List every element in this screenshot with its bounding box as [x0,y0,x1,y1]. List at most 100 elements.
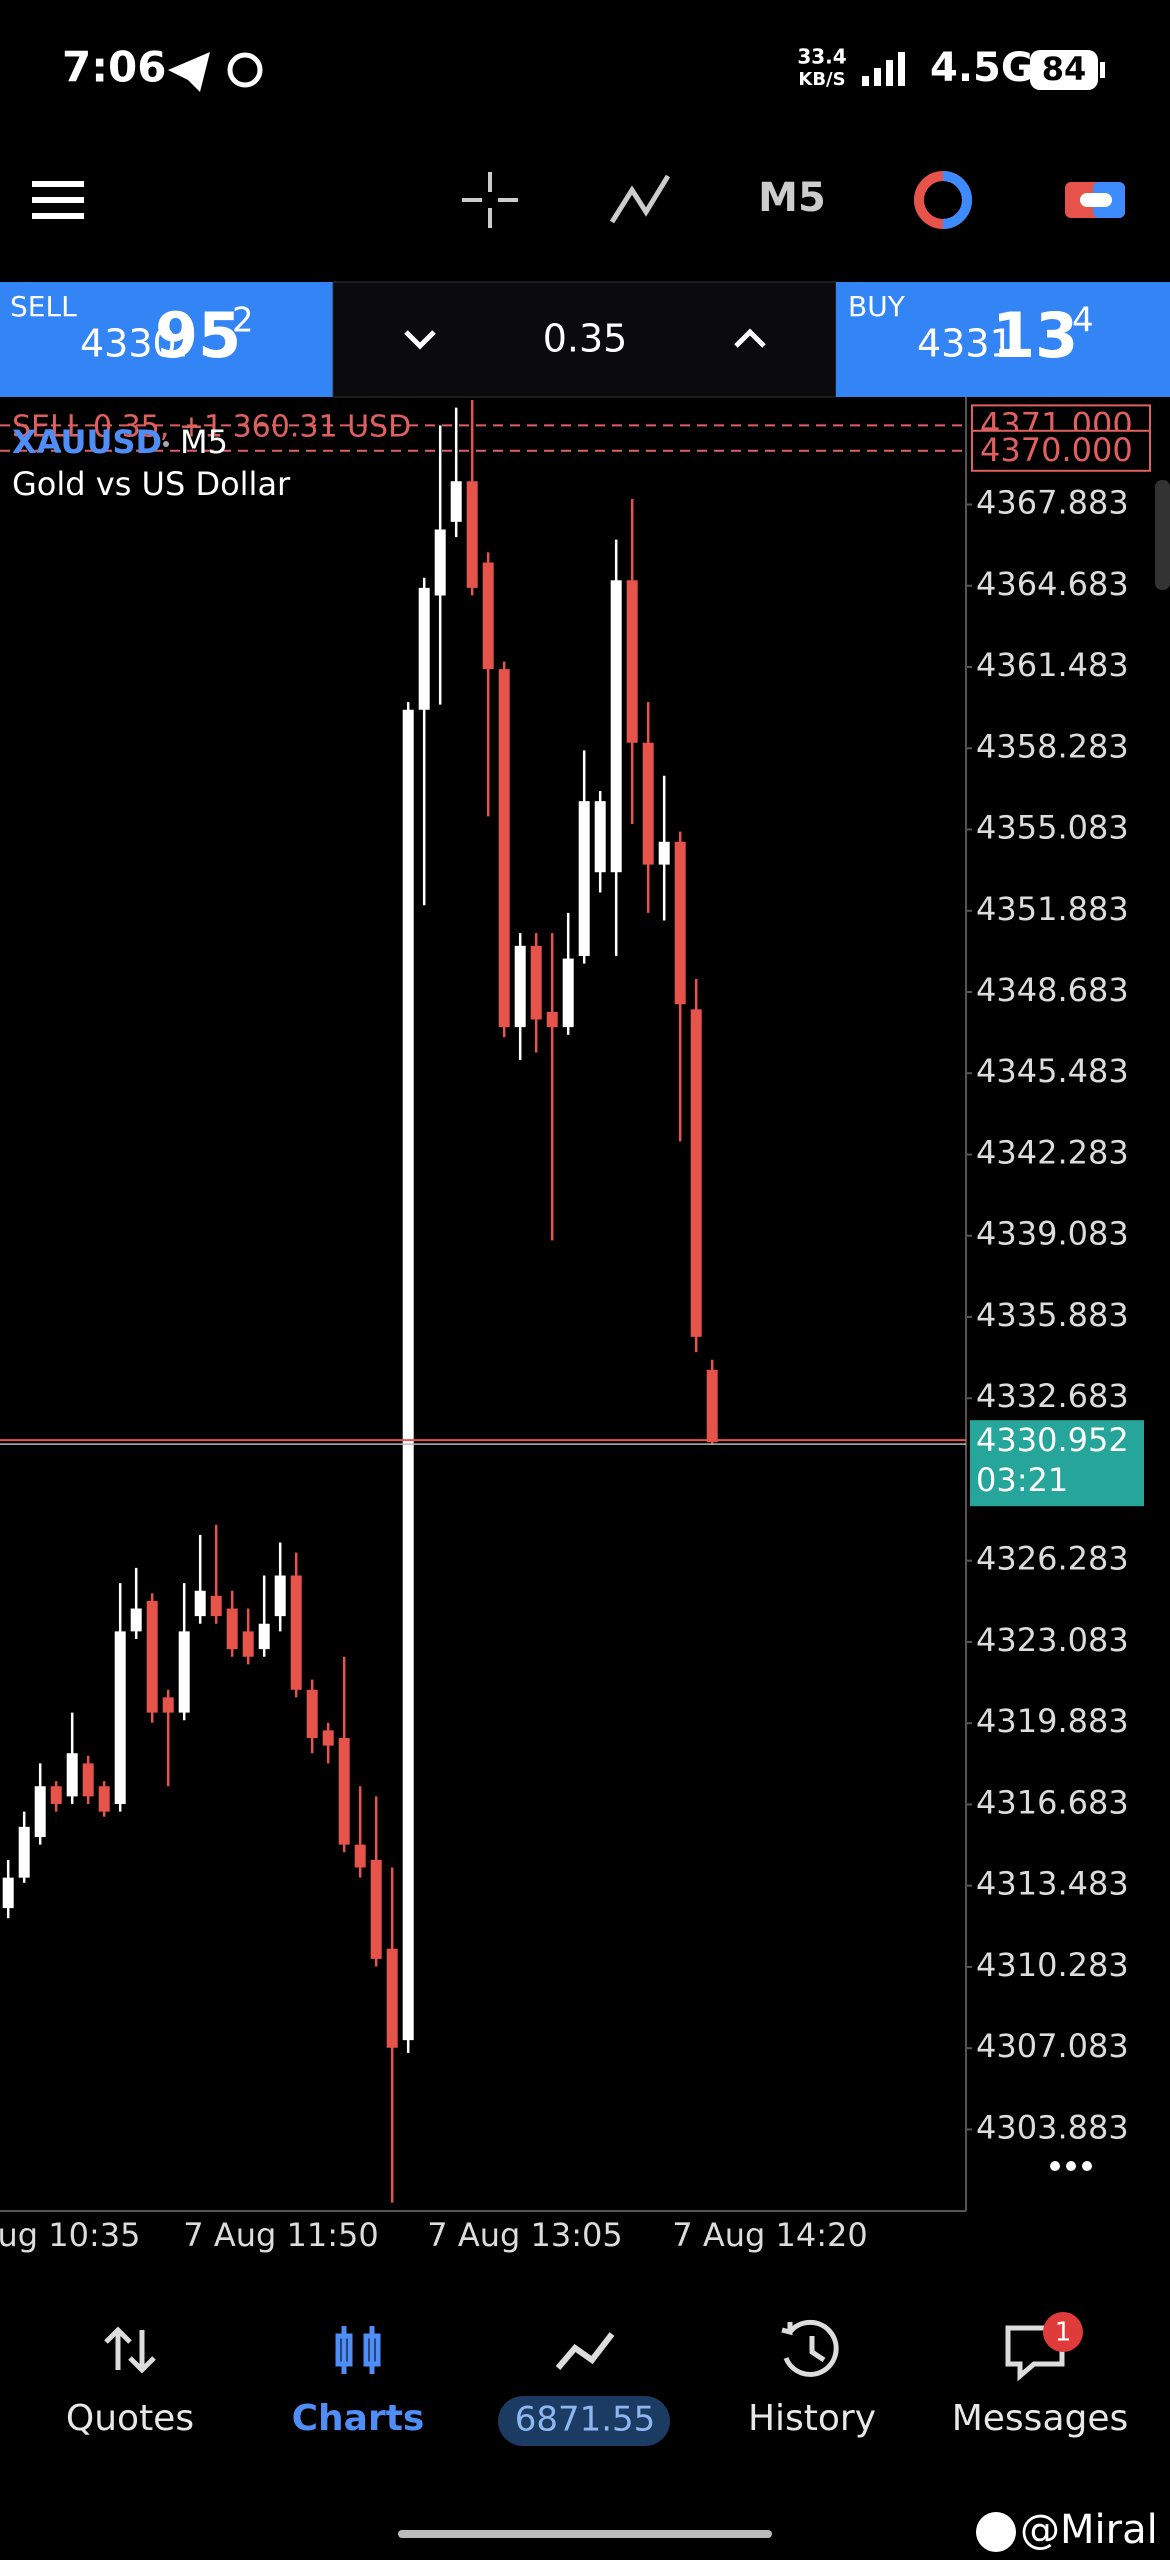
symbol-description: Gold vs US Dollar [12,465,291,503]
x-tick-label: 7 Aug 11:50 [183,2216,378,2254]
candle-body [626,580,638,743]
history-icon [781,2319,839,2377]
volume[interactable]: 0.35 [543,317,628,361]
chart[interactable]: 4367.883 4364.683 4361.483 4358.283 4355.083… [0,400,1151,2254]
candle-body [402,709,414,2041]
charts-icon [335,2326,381,2374]
candle-body [690,1009,702,1337]
badge [1043,2312,1083,2352]
candle-body [322,1730,334,1746]
more-button[interactable] [1050,2161,1092,2171]
telegram-icon [168,52,210,92]
y-tick-label: 4303.883 [976,2108,1129,2146]
candle-body [578,801,590,957]
sell-label: SELL [10,290,77,323]
balance-pill[interactable] [498,2396,670,2446]
candle-body [706,1369,718,1443]
y-tick-label: 4358.283 [976,727,1129,765]
speed-unit: KB/S [798,69,845,90]
balance: 6871.55 [515,2400,656,2440]
clock: 7:06 [62,43,166,92]
volume-down[interactable] [404,330,436,350]
y-tick-label: 4351.883 [976,890,1129,928]
candle-body [610,580,622,873]
badge-count: 1 [1055,2318,1072,2348]
current-price: 4330.952 [976,1421,1129,1459]
y-tick-label: 4345.483 [976,1052,1129,1090]
candle-body [514,945,526,1028]
sell-price-point: 2 [232,301,254,341]
volume-up[interactable] [734,328,766,348]
timeframe-button[interactable]: M5 [758,175,826,221]
crosshair-button[interactable] [462,172,518,228]
candle-body [50,1786,62,1805]
watermark: @Miral [1020,2507,1158,2553]
candle-body [498,669,510,1028]
separator [163,441,169,447]
position-text: SELL 0.35, +1 360.31 USD [12,410,411,445]
menu-button[interactable] [32,181,84,219]
candle-body [418,587,430,710]
y-tick-label: 4319.883 [976,1702,1129,1740]
chart-overlay: SELL 0.35, +1 360.31 USD XAUUSD M5 Gold … [12,410,411,504]
candle-body [34,1786,46,1838]
candle-body [450,481,462,522]
nav-history[interactable]: History [748,2398,876,2439]
candle-body [258,1623,270,1650]
y-tick-label: 4355.083 [976,809,1129,847]
buy-price-pips: 13 [992,299,1078,372]
battery-level: 84 [1042,50,1087,88]
candle-body [642,742,654,865]
x-tick-label: 7 Aug 13:05 [427,2216,622,2254]
trade-button[interactable] [914,171,972,229]
chart-timeframe: M5 [180,423,228,461]
x-tick-label: 7 Aug 14:20 [672,2216,867,2254]
buy-label: BUY [848,290,906,323]
home-indicator [398,2530,772,2538]
candle-body [594,801,606,873]
nav-messages[interactable]: Messages [952,2398,1129,2439]
y-tick-label: 4316.683 [976,1783,1129,1821]
candle-body [194,1590,206,1617]
nav-quotes[interactable]: Quotes [66,2398,194,2439]
buy-price-main: 4331. [917,322,1026,366]
candle-body [658,841,670,865]
candle-body [242,1631,254,1657]
signal-icon [862,52,905,86]
candle-body [546,1011,558,1028]
y-tick-label: 4335.883 [976,1296,1129,1334]
candle-body [338,1738,350,1845]
candle-body [66,1753,78,1797]
y-tick-label: 4348.683 [976,971,1129,1009]
candle-body [434,529,446,596]
y-tick-label: 4313.483 [976,1865,1129,1903]
buy-button[interactable] [836,282,1170,397]
battery-tip [1100,62,1105,78]
y-tick-label: 4364.683 [976,565,1129,603]
threads-icon [227,52,263,88]
sell-price-main: 4330. [80,322,189,366]
y-tick-label: 4339.083 [976,1215,1129,1253]
y-tick-label: 4326.283 [976,1540,1129,1578]
sell-button[interactable] [0,282,333,397]
side-handle[interactable] [1155,480,1170,590]
nav-charts[interactable]: Charts [292,2398,425,2439]
one-click-button[interactable] [1065,182,1125,218]
candle-body [146,1600,158,1713]
candle-body [306,1689,318,1739]
y-tick-label: 4332.683 [976,1377,1129,1415]
y-tick-label: 4342.283 [976,1133,1129,1171]
sell-price-pips: 95 [155,299,241,372]
y-tick-label: 4361.483 [976,646,1129,684]
candle-body [562,958,574,1028]
candle-body [226,1608,238,1650]
candle-body [162,1697,174,1713]
candle-body [2,1877,14,1909]
candle-body [370,1859,382,1959]
indicators-button[interactable] [609,174,671,224]
candle-body [466,481,478,588]
symbol: XAUUSD [12,423,162,461]
candle-body [18,1826,30,1878]
